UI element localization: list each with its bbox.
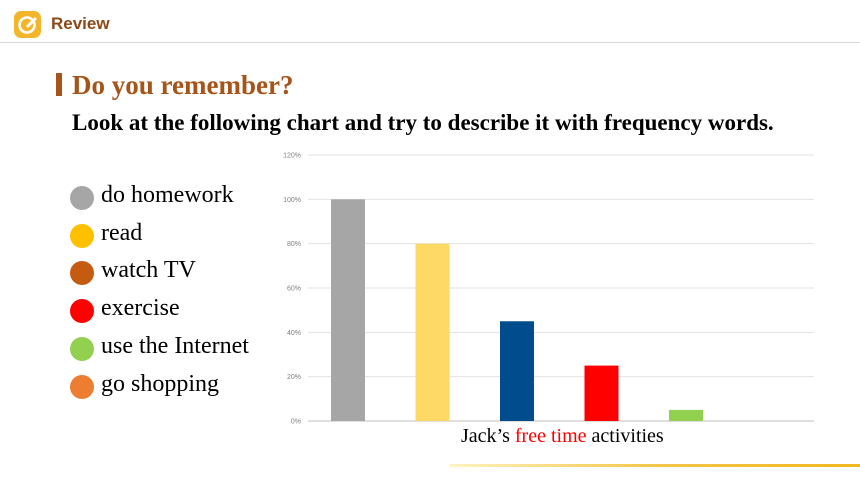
caption-prefix: Jack’s	[461, 425, 515, 447]
chart-caption: Jack’s free time activities	[461, 425, 664, 448]
y-tick-label: 60%	[287, 286, 301, 293]
y-tick-label: 80%	[287, 241, 301, 248]
footer-accent-line	[450, 464, 860, 467]
instruction-text: Look at the following chart and try to d…	[72, 110, 774, 135]
legend-label: exercise	[101, 295, 180, 321]
bar-watch-tv	[500, 321, 534, 421]
header-bar: Review	[0, 0, 860, 44]
legend-dot	[70, 186, 94, 210]
legend-label: read	[101, 220, 143, 246]
legend-label: go shopping	[101, 371, 220, 397]
legend-label: watch TV	[101, 257, 196, 283]
legend-label: use the Internet	[101, 333, 249, 359]
legend-dot	[70, 261, 94, 285]
review-icon	[14, 11, 41, 38]
section-title: Do you remember?	[72, 70, 294, 100]
y-tick-label: 100%	[283, 197, 301, 204]
bar-exercise	[584, 365, 619, 421]
header-title: Review	[51, 14, 110, 33]
y-tick-label: 20%	[287, 374, 301, 381]
legend-dot	[70, 224, 94, 248]
y-tick-label: 120%	[283, 153, 301, 160]
bar-use-the-internet	[669, 409, 703, 421]
bar-read	[415, 243, 450, 421]
legend-dot	[70, 337, 94, 361]
y-tick-label: 40%	[287, 330, 301, 337]
title-marker	[56, 73, 62, 96]
header-divider	[0, 42, 860, 43]
y-tick-label: 0%	[291, 419, 301, 426]
bar-do-homework	[331, 199, 365, 421]
legend-label: do homework	[101, 182, 234, 208]
caption-highlight: free time	[514, 425, 587, 447]
caption-suffix: activities	[586, 425, 664, 447]
legend-dot	[70, 299, 94, 323]
legend-dot	[70, 375, 94, 399]
